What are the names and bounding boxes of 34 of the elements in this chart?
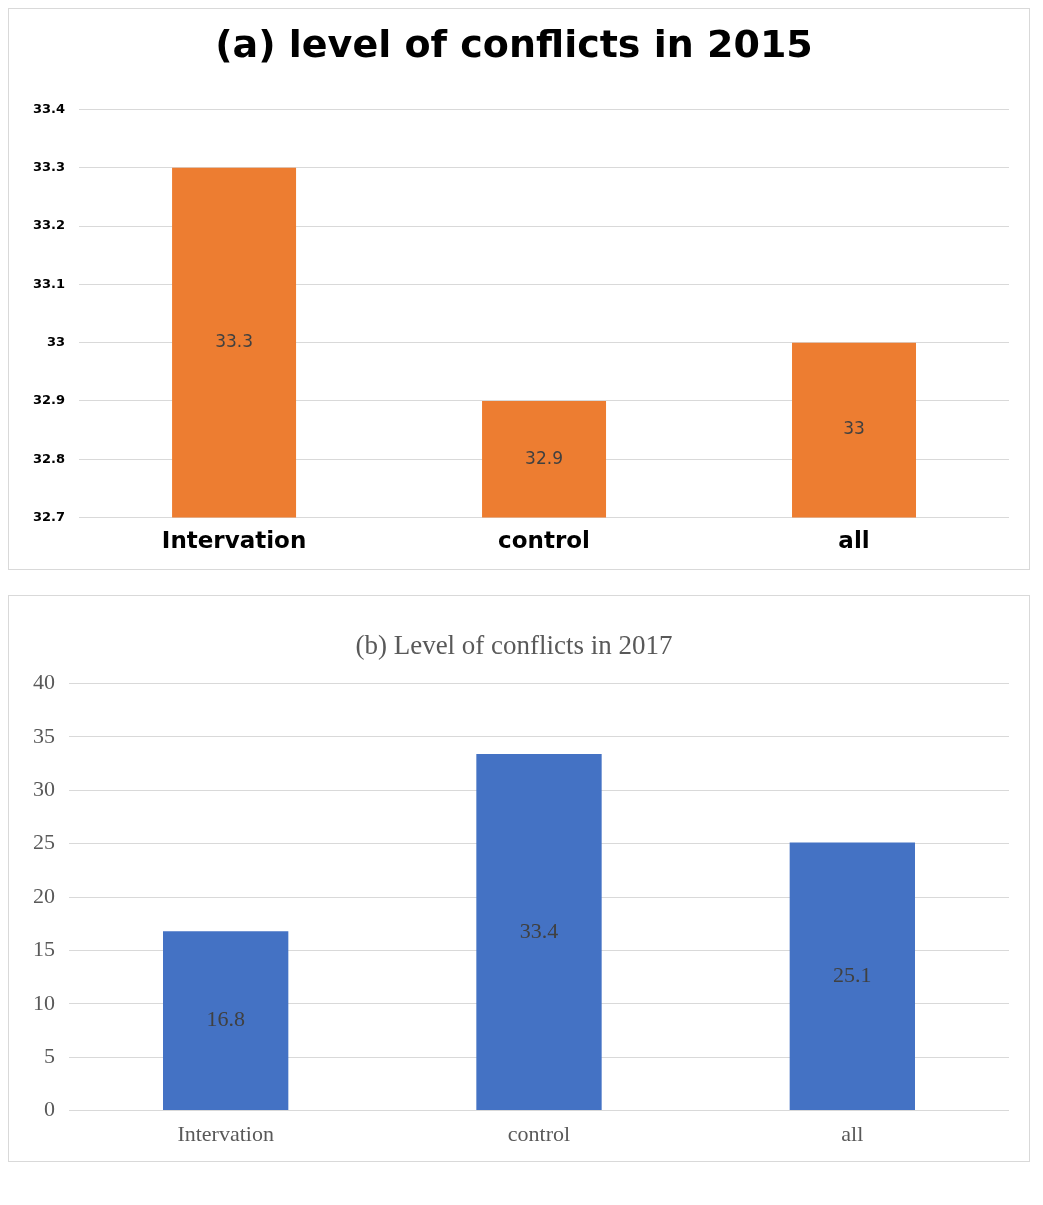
- data-label: 25.1: [833, 962, 872, 988]
- y-tick-label: 33.1: [33, 275, 66, 291]
- y-tick-label: 25: [33, 829, 55, 855]
- data-label: 33: [843, 418, 865, 439]
- x-tick-label: control: [507, 1120, 571, 1146]
- y-tick-label: 0: [44, 1096, 55, 1122]
- data-label: 32.9: [525, 447, 563, 468]
- chart-title: (b) Level of conflicts in 2017: [355, 630, 673, 661]
- y-tick-label: 33.3: [33, 159, 66, 175]
- y-tick-label: 33.4: [33, 100, 66, 116]
- y-tick-label: 32.8: [33, 450, 66, 466]
- x-tick-label: control: [498, 527, 590, 554]
- bar: [789, 842, 915, 1111]
- x-tick-label: all: [838, 527, 870, 554]
- x-tick-label: Intervation: [177, 1120, 274, 1146]
- y-tick-label: 30: [33, 775, 55, 801]
- data-label: 33.4: [519, 917, 559, 943]
- data-label: 16.8: [206, 1006, 245, 1032]
- y-tick-label: 33: [46, 334, 66, 349]
- x-tick-label: all: [841, 1120, 864, 1146]
- data-label: 33.3: [215, 331, 253, 352]
- y-tick-label: 40: [33, 669, 55, 695]
- y-tick-label: 33.2: [33, 217, 66, 233]
- y-tick-label: 10: [33, 989, 55, 1015]
- chart-title: (a) level of conflicts in 2015: [215, 21, 813, 66]
- bar: [476, 753, 602, 1111]
- bar: [163, 931, 289, 1111]
- y-tick-label: 32.7: [33, 508, 66, 524]
- y-tick-label: 32.9: [33, 392, 66, 408]
- x-tick-label: Intervation: [161, 527, 307, 554]
- y-tick-label: 15: [33, 936, 55, 962]
- y-tick-label: 20: [33, 882, 55, 908]
- y-tick-label: 35: [33, 722, 55, 748]
- y-tick-label: 5: [44, 1042, 55, 1068]
